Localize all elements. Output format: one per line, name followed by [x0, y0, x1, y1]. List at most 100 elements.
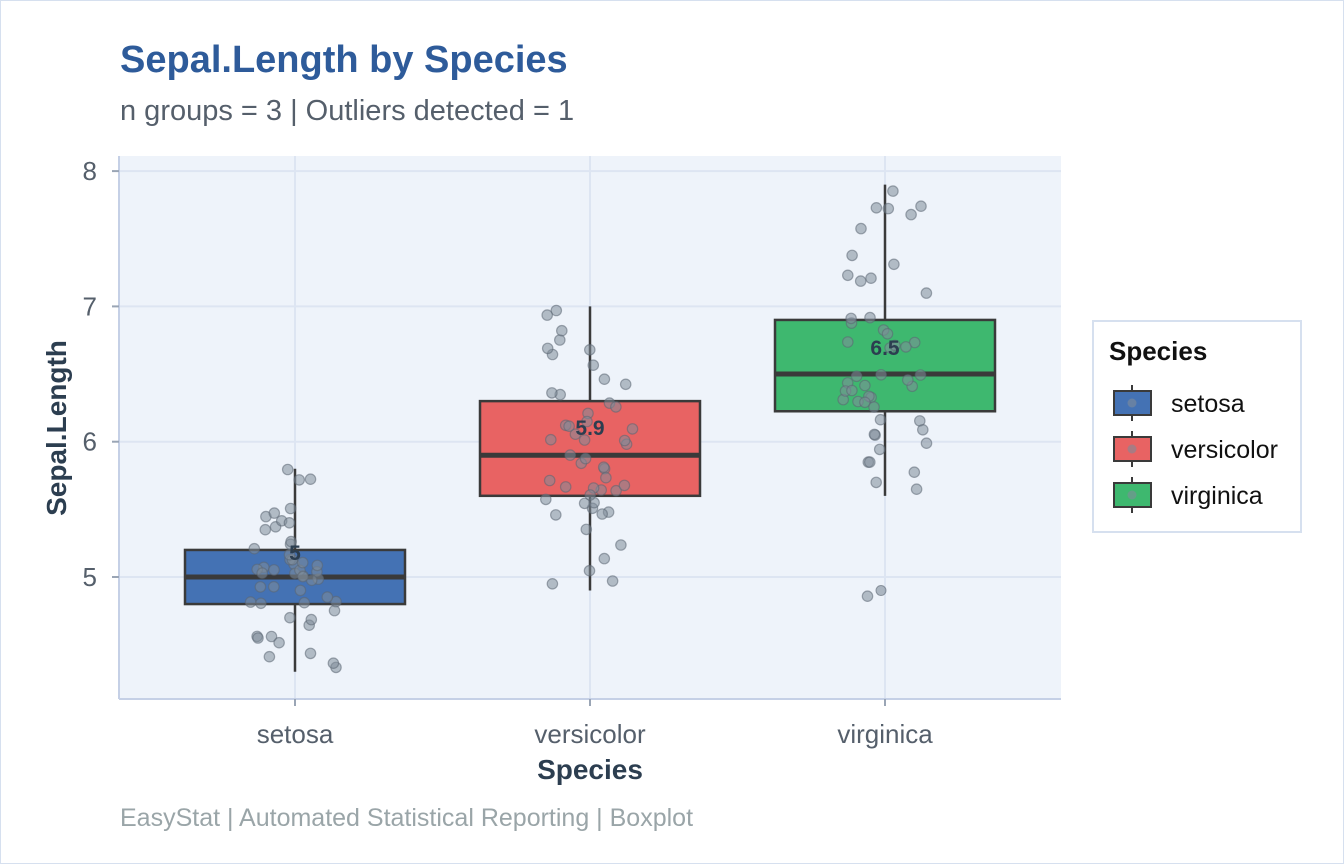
x-axis-title: Species: [537, 754, 643, 785]
data-point: [327, 657, 340, 669]
data-point: [597, 461, 610, 473]
chart-subtitle: n groups = 3 | Outliers detected = 1: [120, 95, 575, 127]
data-point: [578, 497, 591, 510]
data-point: [863, 456, 876, 468]
data-point: [881, 327, 894, 340]
data-point: [265, 630, 278, 643]
data-point: [539, 493, 552, 506]
data-point: [544, 433, 557, 446]
data-point: [870, 476, 882, 489]
data-point: [546, 387, 558, 399]
data-point: [311, 559, 324, 572]
mean-label: 6.5: [870, 337, 900, 360]
data-point: [874, 413, 887, 426]
x-tick-label: versicolor: [534, 719, 646, 749]
data-point: [268, 564, 280, 576]
data-point: [888, 258, 900, 271]
data-point: [578, 434, 591, 446]
data-point: [868, 428, 881, 441]
data-point: [920, 287, 933, 299]
mean-label: 5: [289, 542, 301, 565]
data-point: [546, 577, 559, 590]
y-tick-label: 6: [83, 427, 97, 457]
data-point: [555, 324, 568, 337]
data-point: [273, 636, 285, 649]
data-point: [606, 575, 619, 587]
data-point: [854, 275, 867, 287]
data-point: [861, 590, 874, 602]
data-point: [543, 474, 556, 487]
data-point: [859, 379, 871, 392]
data-point: [619, 378, 632, 391]
data-point: [855, 222, 867, 235]
data-point: [920, 437, 933, 449]
data-point: [865, 272, 877, 284]
data-point: [541, 342, 554, 355]
legend-label: versicolor: [1171, 436, 1278, 464]
data-point: [618, 479, 631, 492]
y-axis-title: Sepal.Length: [41, 340, 72, 516]
data-point: [915, 200, 927, 212]
y-tick-label: 8: [83, 156, 97, 186]
mean-label: 5.9: [575, 417, 604, 440]
legend-key-point: [1127, 398, 1137, 408]
data-point: [259, 523, 272, 536]
data-point: [569, 428, 582, 440]
data-point: [841, 336, 854, 348]
data-point: [882, 202, 895, 215]
data-point: [541, 309, 553, 321]
data-point: [859, 396, 871, 409]
data-point: [600, 471, 612, 484]
data-point: [598, 552, 611, 565]
data-point: [610, 401, 622, 413]
data-point: [281, 463, 294, 476]
data-point: [254, 581, 267, 593]
data-point: [587, 359, 600, 371]
data-point: [559, 481, 572, 493]
legend-label: setosa: [1171, 390, 1245, 418]
data-point: [910, 483, 923, 495]
data-point: [870, 202, 883, 214]
data-point: [283, 516, 296, 529]
chart-title: Sepal.Length by Species: [120, 39, 568, 81]
data-point: [908, 466, 921, 478]
y-tick-label: 7: [83, 291, 97, 321]
data-point: [267, 580, 280, 593]
data-point: [297, 570, 309, 583]
data-point: [564, 449, 576, 461]
data-point: [550, 304, 563, 317]
data-point: [256, 567, 268, 579]
data-point: [304, 647, 317, 660]
chart-caption: EasyStat | Automated Statistical Reporti…: [120, 804, 694, 832]
data-point: [304, 473, 317, 485]
data-point: [887, 185, 899, 197]
data-point: [864, 311, 876, 324]
data-point: [285, 535, 297, 548]
legend-title: Species: [1109, 336, 1207, 366]
data-point: [321, 591, 334, 603]
data-point: [900, 341, 912, 353]
data-point: [875, 368, 887, 381]
x-tick-label: setosa: [257, 719, 334, 749]
data-point: [580, 523, 593, 536]
data-point: [845, 312, 857, 325]
data-point: [248, 542, 261, 555]
data-point: [294, 584, 307, 597]
data-point: [583, 343, 596, 356]
data-point: [298, 596, 311, 609]
data-point: [244, 596, 257, 608]
data-point: [916, 423, 929, 436]
data-point: [846, 249, 858, 262]
outlier-point: [875, 585, 887, 597]
data-point: [598, 373, 611, 385]
data-point: [583, 564, 596, 577]
data-point: [889, 339, 901, 352]
data-point: [610, 484, 622, 497]
data-point: [263, 650, 276, 663]
data-point: [615, 539, 627, 551]
x-tick-label: virginica: [837, 719, 933, 749]
data-point: [868, 401, 880, 413]
data-point: [584, 489, 596, 501]
data-point: [618, 434, 631, 447]
